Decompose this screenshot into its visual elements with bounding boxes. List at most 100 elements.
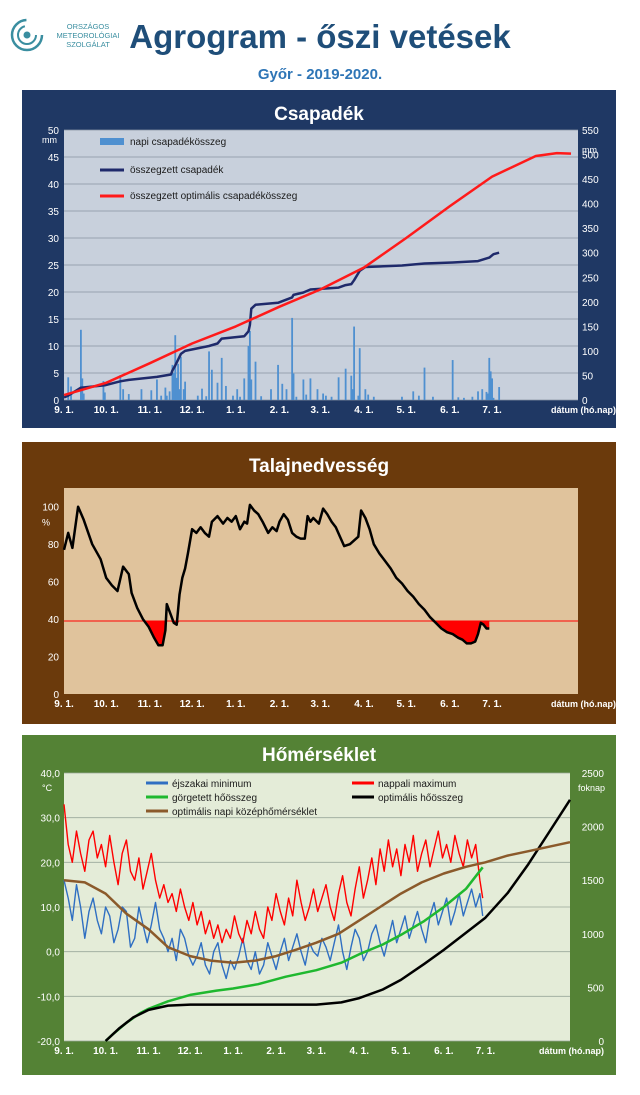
x-tick-label: 10. 1. bbox=[94, 405, 119, 416]
x-tick-label: 7. 1. bbox=[482, 405, 502, 416]
soil-moisture-title: Talajnedvesség bbox=[248, 456, 390, 477]
y-tick-label-right: 500 bbox=[582, 151, 599, 162]
precip-bar bbox=[164, 387, 167, 400]
y-axis-label: % bbox=[42, 518, 50, 528]
y-tick-label-left: 20 bbox=[48, 288, 60, 299]
deficit-area bbox=[64, 620, 490, 646]
y-tick-label-left: 5 bbox=[53, 369, 59, 380]
x-tick-label: 9. 1. bbox=[54, 405, 74, 416]
precip-bar bbox=[412, 391, 415, 400]
precip-bar bbox=[178, 389, 181, 400]
precip-bar bbox=[344, 368, 347, 400]
x-tick-label: 6. 1. bbox=[440, 405, 460, 416]
precip-bar bbox=[150, 390, 153, 400]
precip-bar bbox=[79, 329, 82, 400]
precip-bar bbox=[471, 396, 474, 400]
y-tick-label-right: 200 bbox=[582, 298, 599, 309]
precip-bar bbox=[498, 387, 501, 400]
x-axis-label: dátum (hó.nap) bbox=[539, 1046, 604, 1056]
y-tick-label-left: 0 bbox=[53, 396, 59, 407]
precip-bar bbox=[243, 378, 246, 400]
precip-bar bbox=[451, 360, 454, 400]
x-tick-label: 1. 1. bbox=[226, 405, 246, 416]
precip-bar bbox=[232, 395, 234, 400]
x-tick-label: 6. 1. bbox=[440, 699, 460, 710]
y-tick-label-right: 0 bbox=[582, 396, 588, 407]
precipitation-title: Csapadék bbox=[274, 104, 364, 125]
legend-label: optimális hőösszeg bbox=[378, 793, 463, 804]
precip-bar bbox=[372, 396, 375, 400]
x-tick-label: 4. 1. bbox=[354, 405, 374, 416]
precip-bar bbox=[423, 367, 426, 400]
precip-bar bbox=[351, 389, 354, 400]
temperature-title: Hőmérséklet bbox=[261, 745, 377, 766]
precip-bar bbox=[165, 395, 168, 400]
x-tick-label: 11. 1. bbox=[138, 699, 163, 710]
x-tick-label: 7. 1. bbox=[482, 699, 502, 710]
precip-bar bbox=[295, 396, 298, 400]
precip-bar bbox=[67, 377, 70, 400]
x-tick-label: 5. 1. bbox=[396, 405, 416, 416]
y-tick-label-right: 450 bbox=[582, 175, 599, 186]
precipitation-chart: 0510152025303540455005010015020025030035… bbox=[42, 126, 616, 416]
precip-bar bbox=[216, 382, 219, 400]
precip-bar bbox=[247, 346, 250, 400]
legend-label: összegzett csapadék bbox=[130, 165, 224, 176]
precip-bar bbox=[309, 378, 312, 400]
precip-bar bbox=[156, 379, 158, 400]
y-tick-label-right: 1500 bbox=[582, 876, 605, 887]
x-tick-label: 3. 1. bbox=[307, 1046, 327, 1057]
y-tick-label: 20 bbox=[48, 653, 60, 664]
precip-bar bbox=[122, 389, 125, 400]
y-axis-label-right: foknap bbox=[578, 783, 605, 793]
precip-bar bbox=[491, 378, 493, 400]
page-subtitle: Győr - 2019-2020. bbox=[257, 66, 383, 83]
y-tick-label-right: 2500 bbox=[582, 769, 605, 780]
x-tick-label: 12. 1. bbox=[180, 699, 205, 710]
legend-label: optimális napi középhőmérséklet bbox=[172, 807, 317, 818]
y-tick-label-right: 350 bbox=[582, 224, 599, 235]
precip-bar bbox=[239, 396, 241, 400]
x-tick-label: 5. 1. bbox=[396, 699, 416, 710]
y-axis-label-left: mm bbox=[42, 135, 57, 145]
soil-moisture-line bbox=[62, 503, 490, 647]
precip-bar bbox=[168, 391, 171, 400]
y-tick-label-right: 250 bbox=[582, 273, 599, 284]
y-tick-label-left: 40 bbox=[48, 180, 60, 191]
precip-bar bbox=[179, 356, 182, 400]
y-tick-label-right: 2000 bbox=[582, 823, 605, 834]
precip-bar bbox=[225, 385, 227, 400]
x-tick-label: 1. 1. bbox=[226, 699, 246, 710]
x-tick-label: 3. 1. bbox=[311, 405, 331, 416]
day-max-line bbox=[63, 804, 484, 944]
precip-bar bbox=[481, 389, 484, 400]
y-tick-label-right: 300 bbox=[582, 249, 599, 260]
y-tick-label: 60 bbox=[48, 578, 60, 589]
page-title: Agrogram - őszi vetések bbox=[129, 18, 511, 55]
logo-line: ORSZÁGOS bbox=[66, 22, 110, 31]
x-tick-label: 2. 1. bbox=[270, 699, 290, 710]
x-tick-label: 12. 1. bbox=[180, 405, 205, 416]
precip-bar bbox=[322, 393, 325, 400]
precip-bar bbox=[367, 394, 370, 400]
precip-bar bbox=[196, 395, 199, 400]
precip-bar bbox=[357, 395, 360, 400]
y-tick-label-right: 400 bbox=[582, 200, 599, 211]
precip-bar bbox=[330, 396, 333, 400]
x-tick-label: 11. 1. bbox=[136, 1046, 161, 1057]
y-tick-label-left: 40,0 bbox=[41, 769, 61, 780]
legend-label: napi csapadékösszeg bbox=[130, 137, 226, 148]
x-tick-label: 2. 1. bbox=[270, 405, 290, 416]
temperature-panel: Hőmérséklet -20,0 -10,0 0,0 10,0 20,0 30,0 40,… bbox=[22, 735, 616, 1075]
precip-bar bbox=[119, 375, 122, 400]
precip-bar bbox=[102, 381, 105, 400]
y-tick-label-left: 30,0 bbox=[41, 814, 61, 825]
precip-bar bbox=[325, 395, 327, 400]
precip-bar bbox=[160, 395, 163, 400]
precip-bar bbox=[172, 373, 175, 400]
legend-label: nappali maximum bbox=[378, 779, 456, 790]
legend-label: összegzett optimális csapadékösszeg bbox=[130, 191, 297, 202]
x-axis-label: dátum (hó.nap) bbox=[551, 699, 616, 709]
x-tick-label: 1. 1. bbox=[223, 1046, 243, 1057]
logo-line: METEOROLÓGIAI bbox=[56, 31, 120, 40]
